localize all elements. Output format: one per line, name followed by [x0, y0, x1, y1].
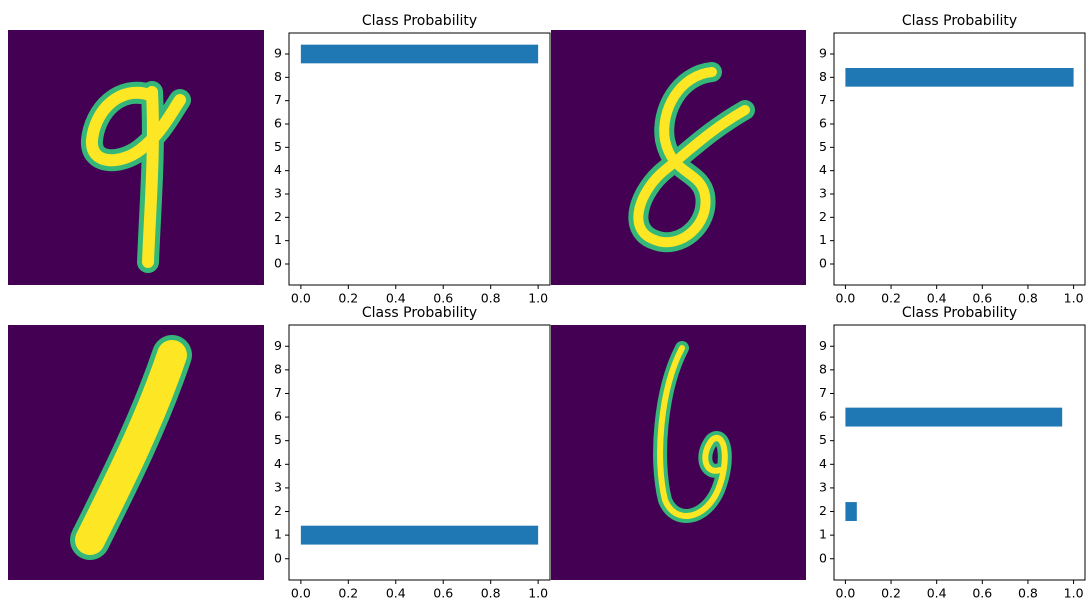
chart-title: Class Probability: [362, 305, 477, 321]
x-tick-label: 0.4: [386, 586, 406, 600]
x-tick-label: 0.0: [291, 586, 311, 600]
y-tick-label: 9: [819, 338, 827, 353]
y-tick-label: 4: [819, 162, 827, 177]
y-tick-label: 3: [819, 479, 827, 494]
x-tick-label: 0.6: [433, 586, 453, 600]
y-tick-label: 0: [274, 550, 282, 565]
bar: [301, 526, 538, 545]
y-tick-label: 9: [274, 46, 282, 61]
x-tick-label: 0.2: [338, 586, 358, 600]
y-tick-label: 6: [274, 116, 282, 131]
y-tick-label: 4: [819, 456, 827, 471]
y-tick-label: 3: [274, 479, 282, 494]
y-tick-label: 2: [819, 209, 827, 224]
x-tick-label: 0.2: [881, 291, 901, 306]
y-tick-label: 2: [819, 503, 827, 518]
y-tick-label: 2: [274, 209, 282, 224]
x-tick-label: 0.0: [291, 291, 311, 306]
y-tick-label: 7: [819, 385, 827, 400]
x-tick-label: 0.2: [881, 586, 901, 600]
bar: [845, 68, 1073, 87]
y-tick-label: 8: [819, 361, 827, 376]
chart-title: Class Probability: [362, 13, 477, 29]
y-tick-label: 1: [274, 232, 282, 247]
y-tick-label: 1: [274, 527, 282, 542]
y-tick-label: 2: [274, 503, 282, 518]
x-tick-label: 0.4: [927, 586, 947, 600]
y-tick-label: 8: [274, 361, 282, 376]
y-tick-label: 7: [819, 92, 827, 107]
plot-area: [834, 325, 1085, 580]
x-tick-label: 0.8: [481, 291, 501, 306]
x-tick-label: 0.0: [835, 586, 855, 600]
y-tick-label: 6: [274, 409, 282, 424]
bar: [301, 45, 538, 64]
x-tick-label: 0.6: [433, 291, 453, 306]
x-tick-label: 0.2: [338, 291, 358, 306]
y-tick-label: 4: [274, 456, 282, 471]
x-tick-label: 0.8: [1018, 586, 1038, 600]
digit-image: [551, 325, 806, 580]
figure: Class Probability 0 1 2 3 4 5 6 7 8 9 0.0 0.2 0.4 0.6 0…: [0, 0, 1091, 600]
y-tick-label: 5: [274, 432, 282, 447]
y-tick-label: 8: [274, 69, 282, 84]
y-tick-label: 5: [819, 139, 827, 154]
y-tick-label: 0: [819, 550, 827, 565]
y-tick-label: 8: [819, 69, 827, 84]
x-tick-label: 0.4: [927, 291, 947, 306]
x-tick-label: 1.0: [528, 586, 548, 600]
bar: [845, 502, 856, 521]
chart-title: Class Probability: [902, 305, 1017, 321]
x-tick-label: 0.0: [835, 291, 855, 306]
plot-area: [289, 33, 550, 285]
y-tick-label: 7: [274, 92, 282, 107]
x-tick-label: 0.8: [481, 586, 501, 600]
digit-image: [551, 30, 806, 285]
y-tick-label: 7: [274, 385, 282, 400]
chart-title: Class Probability: [902, 13, 1017, 29]
y-tick-label: 4: [274, 162, 282, 177]
y-tick-label: 3: [819, 186, 827, 201]
x-tick-label: 1.0: [1064, 291, 1084, 306]
y-tick-label: 6: [819, 116, 827, 131]
x-tick-label: 0.8: [1018, 291, 1038, 306]
y-tick-label: 9: [274, 338, 282, 353]
y-tick-label: 6: [819, 409, 827, 424]
digit-image: [8, 30, 264, 285]
y-tick-label: 3: [274, 186, 282, 201]
x-tick-label: 0.6: [972, 586, 992, 600]
bar: [845, 408, 1062, 427]
digit-image: [8, 325, 264, 580]
y-tick-label: 0: [819, 256, 827, 271]
y-tick-label: 1: [819, 527, 827, 542]
y-tick-label: 9: [819, 46, 827, 61]
y-tick-label: 5: [274, 139, 282, 154]
y-tick-label: 0: [274, 256, 282, 271]
x-tick-label: 1.0: [528, 291, 548, 306]
x-tick-label: 1.0: [1064, 586, 1084, 600]
y-tick-label: 1: [819, 232, 827, 247]
y-tick-label: 5: [819, 432, 827, 447]
x-tick-label: 0.4: [386, 291, 406, 306]
x-tick-label: 0.6: [972, 291, 992, 306]
